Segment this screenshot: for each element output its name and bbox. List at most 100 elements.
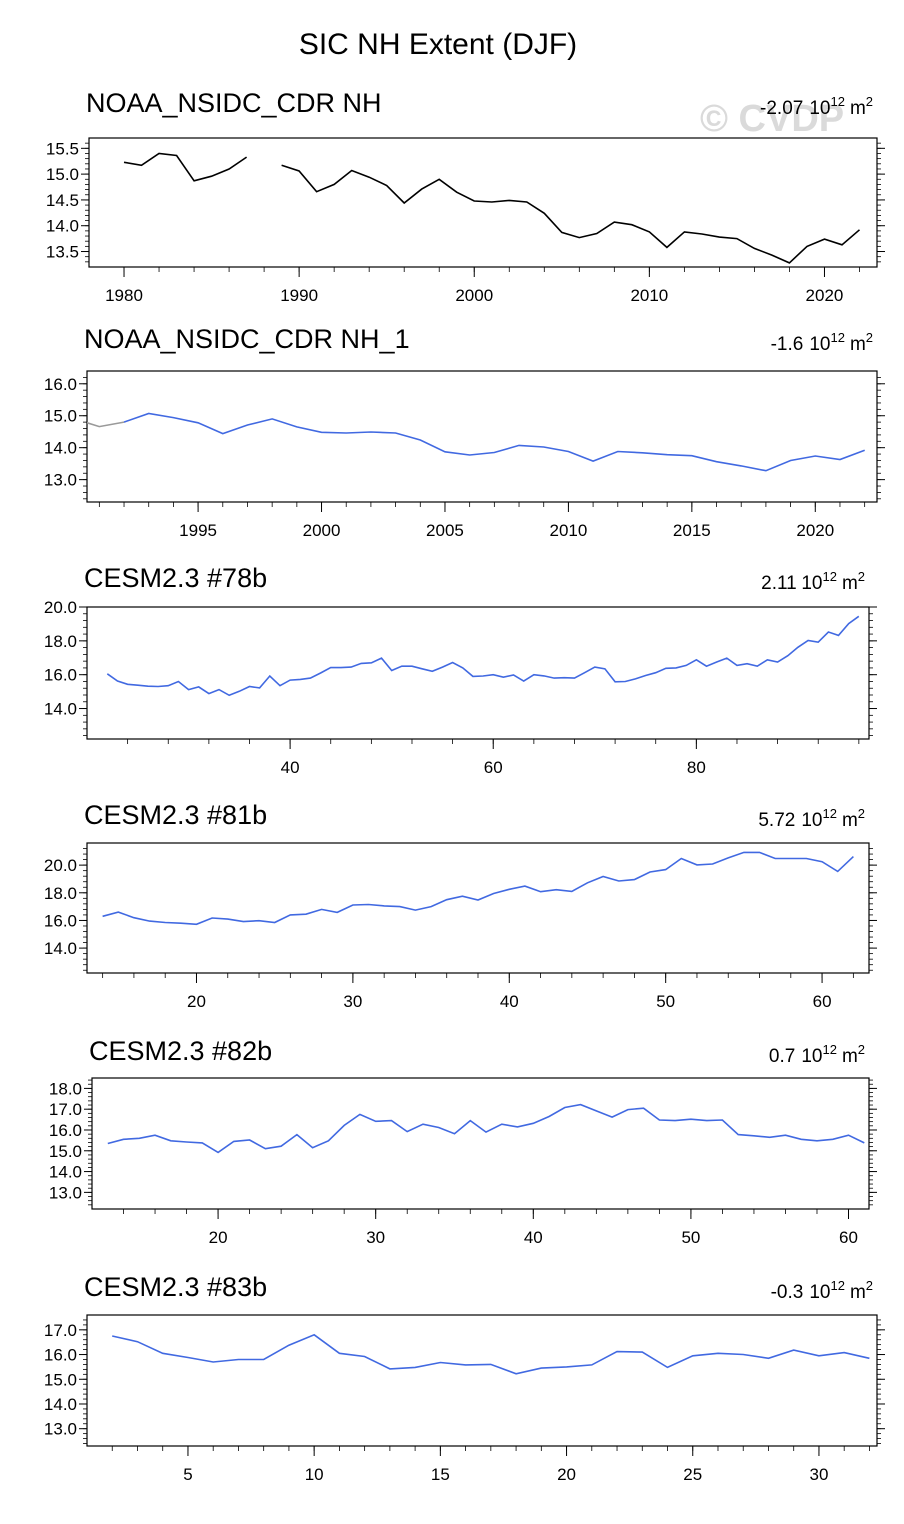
x-tick-label: 2000	[455, 286, 493, 305]
trend-label: -2.07 1012 m2	[760, 94, 873, 119]
trend-unit-base: 10	[809, 98, 830, 119]
x-tick-label: 2015	[673, 521, 711, 540]
panel-5: CESM2.3 #82b 0.7 1012 m2 13.014.0 15.0 16.0 17.…	[49, 1036, 877, 1247]
y-tick-label: 14.5	[46, 191, 79, 210]
x-tick-label: 20	[209, 1228, 228, 1247]
y-tick-label: 18.0	[49, 1079, 82, 1098]
plot-frame	[86, 370, 878, 503]
y-tick-label: 13.0	[44, 1420, 77, 1439]
trend-unit-m-exp: 2	[866, 330, 873, 345]
y-tick-label: 14.0	[44, 700, 77, 719]
series-line	[106, 615, 860, 697]
x-tick-label: 50	[656, 992, 675, 1011]
y-tick-label: 14.0	[44, 939, 77, 958]
y-tick-label: 17.0	[49, 1100, 82, 1119]
x-tick-label: 1980	[105, 286, 143, 305]
y-tick-label: 14.0	[49, 1163, 82, 1182]
x-tick-label: 2020	[796, 521, 834, 540]
x-tick-label: 30	[366, 1228, 385, 1247]
trend-value: 0.7	[769, 1046, 795, 1067]
x-tick-label: 30	[809, 1465, 828, 1484]
y-tick-label: 16.0	[44, 375, 77, 394]
y-tick-label: 18.0	[44, 632, 77, 651]
panel-title: NOAA_NSIDC_CDR NH_1	[84, 324, 410, 354]
y-tick-label: 15.0	[44, 1370, 77, 1389]
series-line	[281, 164, 861, 264]
trend-value: -1.6	[771, 334, 804, 355]
y-tick-label: 13.0	[49, 1183, 82, 1202]
series-line-faded	[87, 421, 125, 428]
x-tick-label: 40	[524, 1228, 543, 1247]
y-tick-label: 16.0	[44, 1346, 77, 1365]
trend-value: -2.07	[760, 98, 803, 119]
y-tick-label: 15.5	[46, 139, 79, 158]
x-tick-label: 1995	[179, 521, 217, 540]
trend-unit-exp: 12	[830, 94, 844, 109]
trend-unit-m: m	[842, 1046, 858, 1067]
y-tick-label: 14.0	[44, 439, 77, 458]
x-tick-label: 2020	[806, 286, 844, 305]
y-tick-label: 13.5	[46, 243, 79, 262]
x-tick-label: 60	[813, 992, 832, 1011]
trend-unit-m: m	[850, 334, 866, 355]
x-tick-label: 1990	[280, 286, 318, 305]
y-tick-label: 14.0	[44, 1395, 77, 1414]
trend-unit-base: 10	[801, 1046, 822, 1067]
trend-value: -0.3	[771, 1282, 804, 1303]
panel-title: CESM2.3 #81b	[84, 800, 267, 830]
y-tick-label: 18.0	[44, 884, 77, 903]
x-tick-label: 2010	[549, 521, 587, 540]
trend-unit-exp: 12	[830, 1278, 844, 1293]
x-tick-label: 20	[187, 992, 206, 1011]
x-tick-label: 5	[183, 1465, 192, 1484]
panel-title: CESM2.3 #83b	[84, 1272, 267, 1302]
panel-1: NOAA_NSIDC_CDR NH -2.07 1012 m2 13.5 14.0 14.5…	[46, 88, 885, 305]
panel-title: NOAA_NSIDC_CDR NH	[86, 88, 382, 118]
trend-unit-m-exp: 2	[858, 569, 865, 584]
trend-unit-base: 10	[801, 573, 822, 594]
y-tick-label: 15.0	[46, 165, 79, 184]
trend-unit-m-exp: 2	[858, 1042, 865, 1057]
y-tick-label: 16.0	[44, 911, 77, 930]
series-line	[107, 1103, 865, 1154]
x-tick-label: 10	[305, 1465, 324, 1484]
trend-unit-exp: 12	[822, 806, 836, 821]
trend-label: -1.6 1012 m2	[771, 330, 873, 355]
y-tick-label: 16.0	[49, 1121, 82, 1140]
trend-label: -0.3 1012 m2	[771, 1278, 873, 1303]
x-tick-label: 80	[687, 758, 706, 777]
watermark: © CVDP	[700, 98, 844, 140]
trend-unit-base: 10	[809, 334, 830, 355]
series-line	[123, 152, 248, 182]
plot-frame	[86, 606, 870, 740]
panel-title: CESM2.3 #82b	[89, 1036, 272, 1066]
trend-unit-m-exp: 2	[858, 806, 865, 821]
panel-2: NOAA_NSIDC_CDR NH_1 -1.6 1012 m2 13.0 14.0 15.…	[44, 324, 885, 540]
trend-label: 0.7 1012 m2	[769, 1042, 865, 1067]
trend-label: 2.11 1012 m2	[761, 569, 865, 594]
x-tick-label: 50	[681, 1228, 700, 1247]
y-tick-label: 16.0	[44, 666, 77, 685]
panel-title: CESM2.3 #78b	[84, 563, 267, 593]
y-tick-label: 17.0	[44, 1321, 77, 1340]
trend-unit-m: m	[850, 98, 866, 119]
trend-unit-m: m	[842, 810, 858, 831]
trend-unit-m-exp: 2	[866, 94, 873, 109]
trend-unit-m-exp: 2	[866, 1278, 873, 1293]
x-tick-label: 60	[484, 758, 503, 777]
panel-3: CESM2.3 #78b 2.11 1012 m2 14.0 16.0 18.0 20.0 40…	[44, 563, 877, 777]
series-line	[123, 412, 865, 472]
x-tick-label: 40	[281, 758, 300, 777]
figure-title: SIC NH Extent (DJF)	[299, 28, 577, 61]
plot-frame	[86, 842, 870, 974]
series-line	[102, 851, 854, 926]
panel-4: CESM2.3 #81b 5.72 1012 m2 14.0 16.0 18.0 20.0 20…	[44, 800, 877, 1011]
trend-label: 5.72 1012 m2	[758, 806, 865, 831]
trend-unit-m: m	[850, 1282, 866, 1303]
x-tick-label: 2005	[426, 521, 464, 540]
plot-frame	[91, 1077, 870, 1210]
trend-unit-exp: 12	[822, 569, 836, 584]
trend-unit-exp: 12	[822, 1042, 836, 1057]
x-tick-label: 60	[839, 1228, 858, 1247]
x-tick-label: 2010	[630, 286, 668, 305]
